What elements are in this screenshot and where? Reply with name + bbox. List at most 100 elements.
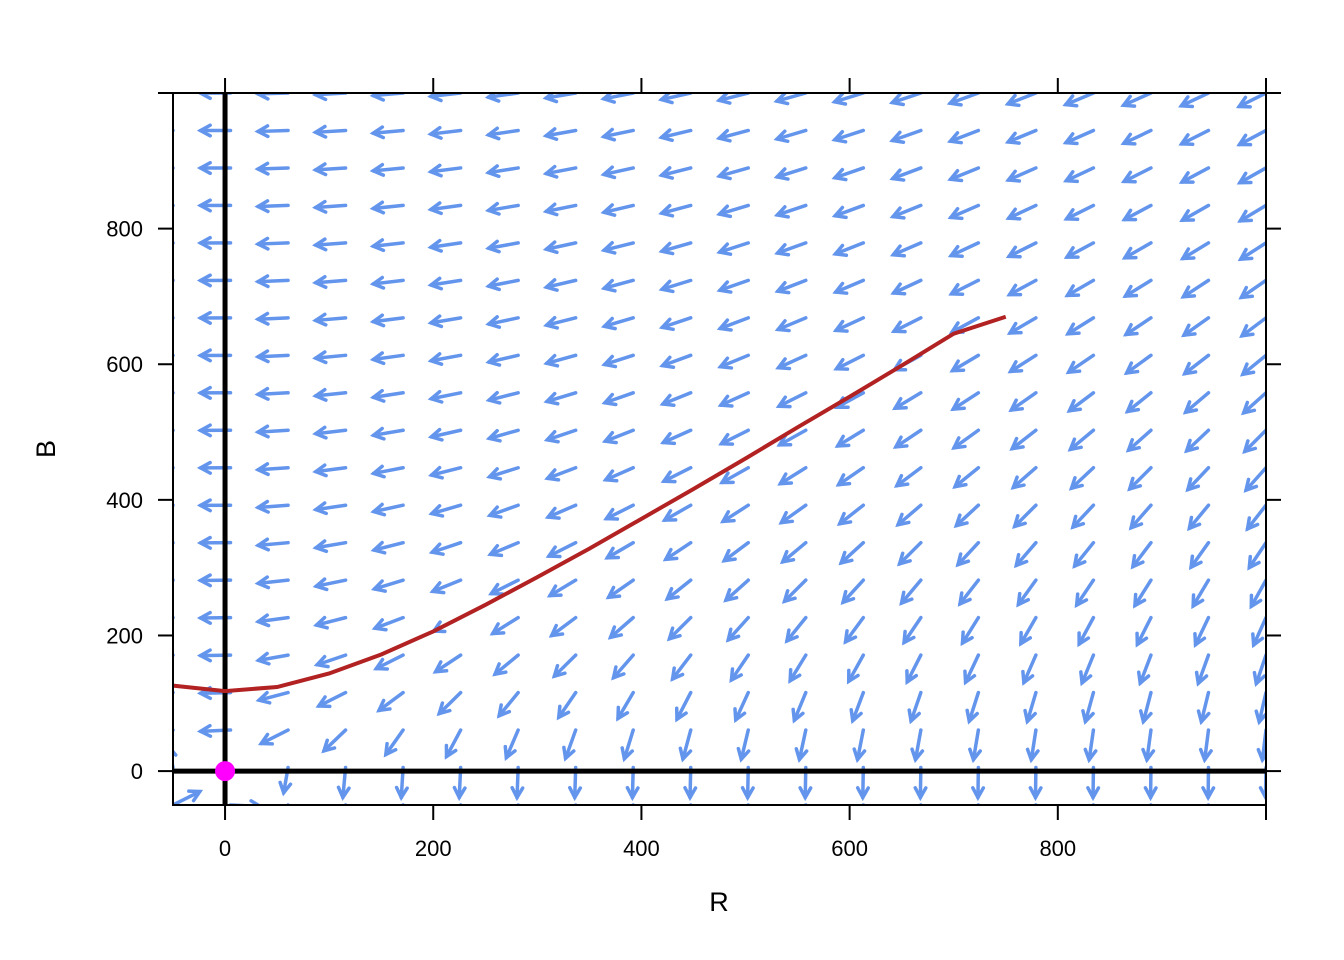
field-arrow bbox=[427, 427, 463, 442]
field-arrow bbox=[312, 577, 348, 592]
y-tick-labels: 0 200 400 600 800 bbox=[106, 217, 143, 784]
field-arrow bbox=[312, 539, 348, 554]
field-arrow bbox=[1194, 653, 1211, 687]
field-arrow bbox=[729, 653, 751, 683]
field-arrow bbox=[840, 578, 866, 605]
field-arrow bbox=[907, 690, 923, 725]
field-arrow bbox=[1249, 578, 1266, 610]
field-arrow bbox=[1179, 241, 1211, 261]
field-arrow bbox=[1019, 615, 1038, 647]
field-arrow bbox=[1178, 128, 1211, 147]
field-arrow bbox=[600, 241, 635, 255]
field-arrow bbox=[254, 499, 290, 514]
field-arrow bbox=[791, 690, 808, 724]
field-arrow bbox=[947, 166, 981, 183]
field-arrow bbox=[1181, 353, 1211, 376]
field-arrow bbox=[1243, 465, 1266, 493]
field-arrow bbox=[427, 201, 463, 216]
field-arrow bbox=[947, 203, 981, 221]
field-arrow bbox=[369, 162, 405, 177]
field-arrow bbox=[600, 165, 635, 180]
field-arrow bbox=[774, 241, 808, 257]
field-arrow bbox=[775, 391, 808, 409]
field-arrow bbox=[254, 236, 290, 251]
plot-frame bbox=[172, 92, 1267, 806]
field-arrow bbox=[832, 316, 866, 333]
field-arrow bbox=[1127, 465, 1153, 492]
field-arrow bbox=[369, 388, 405, 403]
field-arrow bbox=[949, 353, 981, 373]
field-arrow bbox=[484, 126, 520, 141]
field-arrow bbox=[660, 428, 693, 446]
field-arrow bbox=[1132, 578, 1153, 609]
field-arrow bbox=[1188, 540, 1211, 571]
field-arrow bbox=[902, 615, 923, 646]
field-arrow bbox=[831, 166, 866, 182]
field-arrow bbox=[428, 503, 463, 518]
reference-lines bbox=[173, 93, 1266, 805]
field-arrow bbox=[542, 127, 578, 141]
field-arrow bbox=[254, 161, 290, 176]
field-arrow bbox=[736, 728, 751, 763]
field-arrow bbox=[1120, 93, 1153, 108]
field-arrow bbox=[173, 278, 175, 283]
field-arrow bbox=[544, 465, 578, 482]
field-arrow bbox=[1242, 428, 1266, 455]
field-arrow bbox=[486, 465, 520, 481]
field-arrow bbox=[427, 276, 463, 291]
field-arrow bbox=[716, 241, 751, 256]
field-arrow bbox=[947, 241, 981, 259]
field-arrow bbox=[657, 128, 693, 143]
field-arrow bbox=[781, 578, 808, 604]
field-arrow bbox=[1065, 353, 1096, 375]
field-arrow bbox=[733, 690, 751, 724]
field-arrow bbox=[919, 803, 923, 805]
field-arrow bbox=[312, 237, 348, 252]
field-arrow bbox=[254, 462, 290, 477]
field-arrow bbox=[254, 274, 290, 289]
field-arrow bbox=[551, 653, 578, 679]
field-arrow bbox=[485, 390, 520, 405]
field-arrow bbox=[173, 316, 175, 320]
field-arrow bbox=[370, 502, 405, 517]
field-arrow bbox=[716, 316, 751, 332]
field-arrow bbox=[719, 503, 751, 524]
field-arrow bbox=[173, 203, 175, 208]
field-arrow bbox=[1128, 503, 1153, 531]
field-arrow bbox=[1179, 203, 1211, 223]
field-arrow bbox=[484, 164, 520, 179]
field-arrow bbox=[1183, 428, 1211, 454]
field-arrow bbox=[600, 127, 635, 142]
field-arrow bbox=[889, 203, 923, 220]
field-arrow bbox=[1025, 728, 1040, 764]
field-arrow bbox=[1239, 353, 1266, 377]
field-arrow bbox=[1062, 166, 1096, 184]
field-arrow bbox=[1247, 540, 1266, 571]
field-arrow bbox=[254, 349, 290, 364]
field-arrow bbox=[173, 578, 175, 582]
field-arrow bbox=[1077, 615, 1096, 648]
field-arrow bbox=[1013, 540, 1038, 569]
field-arrow bbox=[891, 391, 923, 411]
field-arrow bbox=[963, 653, 981, 686]
field-arrow bbox=[343, 803, 348, 805]
x-tick-labels: 0 200 400 600 800 bbox=[219, 836, 1076, 861]
field-arrow bbox=[1178, 166, 1211, 184]
field-arrow bbox=[658, 316, 693, 332]
field-arrow bbox=[1182, 391, 1211, 415]
field-arrow bbox=[311, 124, 348, 139]
field-arrow bbox=[1007, 353, 1038, 374]
field-arrow bbox=[173, 540, 175, 545]
field-arrow bbox=[1005, 203, 1038, 221]
field-arrow bbox=[950, 391, 981, 412]
field-arrow bbox=[788, 653, 808, 684]
field-arrow bbox=[370, 578, 405, 593]
field-arrow bbox=[254, 311, 290, 326]
field-arrow bbox=[838, 540, 866, 566]
field-arrow bbox=[487, 540, 520, 558]
field-arrow bbox=[562, 728, 578, 762]
y-tick-label: 0 bbox=[131, 759, 143, 784]
field-arrow bbox=[1122, 278, 1153, 299]
field-arrow bbox=[173, 353, 175, 358]
